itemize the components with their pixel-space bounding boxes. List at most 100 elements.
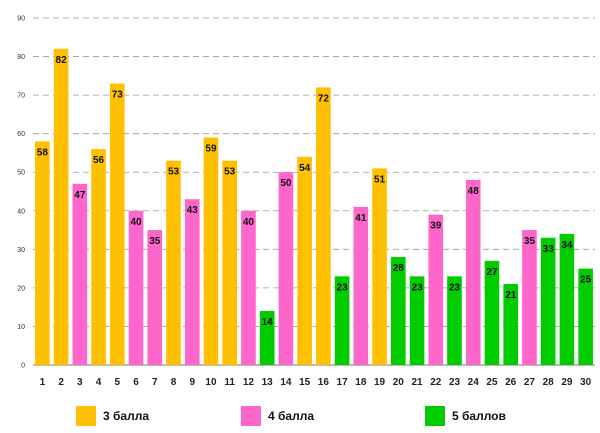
x-tick-label-21: 21	[411, 377, 423, 388]
bar-29	[559, 233, 575, 365]
data-label-27: 35	[524, 236, 536, 247]
legend-swatch-g3	[76, 406, 96, 426]
x-tick-label-26: 26	[505, 377, 517, 388]
y-tick-label: 20	[17, 285, 25, 292]
data-label-23: 23	[449, 282, 461, 293]
x-tick-label-18: 18	[355, 377, 367, 388]
data-label-3: 47	[74, 190, 86, 201]
data-label-10: 59	[205, 144, 217, 155]
data-label-29: 34	[561, 240, 573, 251]
data-label-17: 23	[337, 282, 349, 293]
data-label-7: 35	[149, 236, 161, 247]
bar-20	[390, 257, 406, 365]
x-tick-label-30: 30	[580, 377, 592, 388]
x-tick-label-3: 3	[77, 377, 83, 388]
data-label-6: 40	[130, 217, 142, 228]
data-label-4: 56	[93, 155, 105, 166]
bar-11	[222, 160, 238, 365]
bar-18	[353, 206, 369, 365]
bar-8	[166, 160, 181, 365]
x-tick-label-19: 19	[374, 377, 386, 388]
x-tick-label-14: 14	[280, 377, 292, 388]
x-tick-label-29: 29	[561, 377, 573, 388]
bar-23	[447, 276, 462, 365]
x-tick-label-28: 28	[543, 377, 555, 388]
bar-10	[203, 137, 219, 365]
bar-16	[316, 87, 331, 366]
x-tick-label-16: 16	[318, 377, 330, 388]
y-tick-label: 40	[17, 208, 25, 215]
data-label-28: 33	[543, 244, 555, 255]
x-tick-label-8: 8	[171, 377, 177, 388]
data-label-30: 25	[580, 275, 592, 286]
bar-1	[35, 141, 50, 365]
bar-21	[409, 276, 425, 365]
x-tick-label-22: 22	[430, 377, 442, 388]
bar-13	[259, 311, 275, 365]
data-label-19: 51	[374, 174, 386, 185]
y-tick-label: 70	[17, 93, 25, 100]
y-tick-label: 50	[17, 170, 25, 177]
x-tick-label-4: 4	[96, 377, 102, 388]
y-tick-label: 80	[17, 54, 25, 61]
x-tick-label-11: 11	[224, 377, 235, 388]
data-label-25: 27	[486, 267, 498, 278]
x-tick-label-17: 17	[337, 377, 349, 388]
bar-2	[53, 48, 69, 365]
data-label-1: 58	[37, 147, 49, 158]
grid-lines	[33, 17, 595, 366]
x-tick-label-23: 23	[449, 377, 461, 388]
bar-17	[334, 276, 350, 365]
data-label-8: 53	[168, 167, 180, 178]
x-tick-label-9: 9	[189, 377, 195, 388]
legend-swatch-g4	[241, 406, 261, 426]
data-label-24: 48	[468, 186, 480, 197]
data-label-21: 23	[411, 282, 423, 293]
bar-25	[484, 260, 500, 365]
data-label-16: 72	[318, 93, 330, 104]
y-axis-ticks: 0 10 20 30 40 50 60 70 80 90	[17, 16, 25, 370]
x-tick-label-25: 25	[486, 377, 498, 388]
bar-22	[428, 214, 444, 365]
y-tick-label: 60	[17, 131, 25, 138]
legend-label-g4: 4 балла	[268, 409, 314, 423]
y-tick-label: 90	[17, 16, 25, 23]
bar-30	[578, 268, 593, 365]
x-tick-label-5: 5	[115, 377, 121, 388]
x-tick-label-2: 2	[58, 377, 64, 388]
y-tick-label: 30	[17, 247, 25, 254]
legend-label-g5: 5 баллов	[452, 409, 506, 423]
data-label-20: 28	[393, 263, 405, 274]
bar-15	[297, 156, 312, 365]
bar-26	[503, 284, 519, 365]
bar-14	[278, 172, 294, 365]
x-tick-label-27: 27	[524, 377, 536, 388]
y-tick-label: 0	[21, 363, 25, 370]
x-tick-label-20: 20	[393, 377, 405, 388]
data-label-13: 14	[262, 317, 274, 328]
x-tick-label-24: 24	[468, 377, 480, 388]
data-label-22: 39	[430, 221, 442, 232]
x-tick-label-6: 6	[133, 377, 139, 388]
data-label-12: 40	[243, 217, 255, 228]
data-label-9: 43	[187, 205, 199, 216]
data-label-26: 21	[505, 290, 517, 301]
x-tick-label-7: 7	[152, 377, 158, 388]
x-tick-label-10: 10	[205, 377, 217, 388]
x-tick-label-13: 13	[262, 377, 274, 388]
bars	[35, 48, 593, 366]
legend-swatch-g5	[425, 406, 445, 426]
x-tick-label-12: 12	[243, 377, 255, 388]
data-label-2: 82	[56, 55, 68, 66]
bar-6	[128, 210, 144, 365]
data-labels: 58 82 47 56 73 40 35 53 43 59 53 40 14 50 54 72 23 41 51 28…	[37, 55, 592, 328]
bar-24	[465, 179, 481, 365]
x-tick-label-1: 1	[40, 377, 46, 388]
bar-27	[522, 230, 537, 365]
data-label-5: 73	[112, 90, 124, 101]
bar-28	[540, 237, 556, 365]
x-tick-label-15: 15	[299, 377, 311, 388]
bar-19	[372, 168, 387, 365]
bar-5	[109, 83, 125, 366]
